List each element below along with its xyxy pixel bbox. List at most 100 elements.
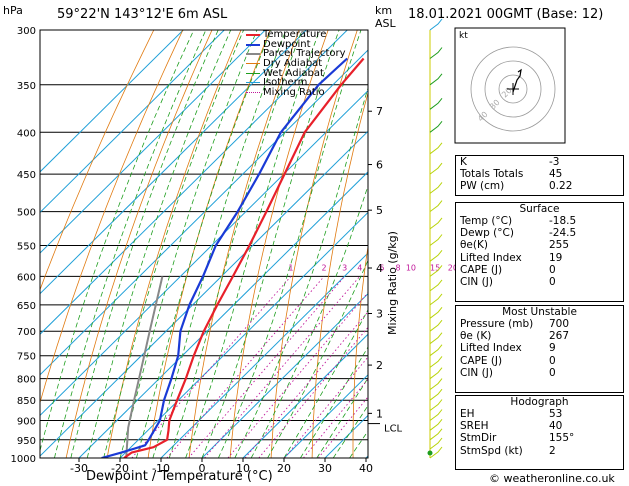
km-tick-label: 3 xyxy=(376,308,383,321)
wet-adiabat-line xyxy=(218,30,362,458)
wind-barb xyxy=(429,319,443,332)
x-tick-label: -20 xyxy=(111,462,129,475)
hodograph-row: StmDir 155° xyxy=(460,432,575,445)
legend-item-isotherm: Isotherm xyxy=(246,78,346,88)
most-unstable-panel: Most Unstable Pressure (mb) 700 θe (K) 267… xyxy=(455,305,624,393)
wet-adiabat-line xyxy=(283,308,368,458)
isotherm-line xyxy=(40,30,348,335)
x-tick-label: 40 xyxy=(359,462,373,475)
wet-adiabat-line xyxy=(70,30,219,458)
pressure-tick-label: 750 xyxy=(17,352,36,363)
wind-barb xyxy=(429,409,443,421)
isotherm-line xyxy=(40,30,266,254)
isotherm-line xyxy=(40,30,225,214)
pressure-tick-label: 900 xyxy=(17,417,36,428)
hodograph-ring xyxy=(470,46,556,132)
surface-wind-dot xyxy=(427,450,433,456)
wind-barb xyxy=(429,97,443,110)
wet-adiabat-line xyxy=(300,346,368,458)
wind-barb xyxy=(429,200,443,212)
x-tick-label: 10 xyxy=(236,462,250,475)
dry-adiabat-line xyxy=(106,30,242,458)
most-unstable-row: Pressure (mb) 700 xyxy=(460,318,570,330)
mixing-ratio-label: 8 xyxy=(395,263,400,272)
mixing-ratio-label: 4 xyxy=(357,263,362,272)
wet-adiabat-line xyxy=(152,30,287,458)
most-unstable-row: θe (K) 267 xyxy=(460,330,570,343)
surface-row: Dewp (°C) -24.5 xyxy=(460,227,577,240)
lcl-label: LCL xyxy=(384,424,403,435)
dry-adiabat-line xyxy=(40,30,184,405)
background-lines xyxy=(40,30,368,458)
wind-barb xyxy=(429,437,443,450)
axes: 1234681015202530035040045050055060065070… xyxy=(11,26,472,475)
pressure-tick-label: 500 xyxy=(17,208,36,219)
wet-adiabat-line xyxy=(40,30,195,452)
isotherm-line xyxy=(160,252,368,458)
temperature-line xyxy=(123,57,365,458)
hpa-label: hPa xyxy=(3,4,23,17)
plot-frame xyxy=(39,29,369,459)
legend-item-wet-adiabat: Wet Adiabat xyxy=(246,68,346,79)
profiles xyxy=(101,57,365,458)
surface-title: Surface xyxy=(519,203,560,215)
wind-profile xyxy=(427,18,443,459)
asl-label: ASL xyxy=(375,17,396,30)
dry-adiabat-line xyxy=(40,30,155,291)
km-tick-label: 4 xyxy=(376,262,383,275)
surface-row: Temp (°C) -18.5 xyxy=(460,215,577,227)
hodograph-title: Hodograph xyxy=(510,396,569,408)
wind-barb xyxy=(429,399,443,411)
location-title: 59°22'N 143°12'E 6m ASL xyxy=(57,7,228,22)
wind-barb xyxy=(429,388,443,401)
wind-barb xyxy=(429,279,443,292)
wind-barb xyxy=(429,418,443,431)
wet-adiabat-line xyxy=(168,30,303,458)
wind-barb xyxy=(429,217,443,230)
dry-adiabat-line xyxy=(311,91,368,458)
dry-adiabat-line xyxy=(65,30,213,458)
pressure-tick-label: 650 xyxy=(17,301,36,312)
dry-adiabat-line xyxy=(147,30,271,458)
wet-adiabat-line xyxy=(54,30,207,458)
index-row-totals: Totals Totals 45 xyxy=(460,168,563,181)
mixing-ratio-line xyxy=(284,356,368,458)
mixing-ratio-label: 20 xyxy=(448,263,458,272)
datetime-title: 18.01.2021 00GMT (Base: 12) xyxy=(408,7,604,22)
hodograph-ring xyxy=(484,60,542,118)
surface-row: CAPE (J) 0 xyxy=(460,263,556,276)
dry-adiabat-line xyxy=(229,30,329,458)
km-tick-label: 5 xyxy=(376,204,383,217)
pressure-tick-label: 600 xyxy=(17,272,36,283)
wet-adiabat-line xyxy=(267,259,368,458)
wet-adiabat-line xyxy=(119,30,258,458)
mixing-ratio-line xyxy=(227,291,368,458)
isotherm-line xyxy=(40,49,368,376)
isotherm-line xyxy=(40,30,307,295)
hodograph-trace xyxy=(512,68,522,93)
mixing-ratio-label: 3 xyxy=(342,263,347,272)
mixing-ratio-line xyxy=(188,276,345,458)
hodograph-row: EH 53 xyxy=(460,408,563,420)
wet-adiabat-line xyxy=(103,30,245,458)
wind-barb xyxy=(429,182,443,194)
mixing-ratio-label: 10 xyxy=(406,263,416,272)
km-label: km xyxy=(375,4,393,17)
x-tick-label: 20 xyxy=(277,462,291,475)
dewpoint-line xyxy=(101,57,348,458)
pressure-tick-label: 1000 xyxy=(11,454,36,465)
wet-adiabat-line xyxy=(234,86,368,458)
wind-barb xyxy=(429,47,443,59)
isotherm-line xyxy=(242,333,368,458)
hodograph-row: SREH 40 xyxy=(460,420,563,433)
wet-adiabat-line xyxy=(316,377,368,458)
most-unstable-row: CAPE (J) 0 xyxy=(460,354,556,367)
pressure-tick-label: 350 xyxy=(17,81,36,92)
dry-adiabat-line xyxy=(352,244,368,458)
dry-adiabat-line xyxy=(188,30,300,458)
km-tick-label: 7 xyxy=(376,105,383,118)
isotherm-line xyxy=(283,374,368,458)
pressure-tick-label: 850 xyxy=(17,396,36,407)
